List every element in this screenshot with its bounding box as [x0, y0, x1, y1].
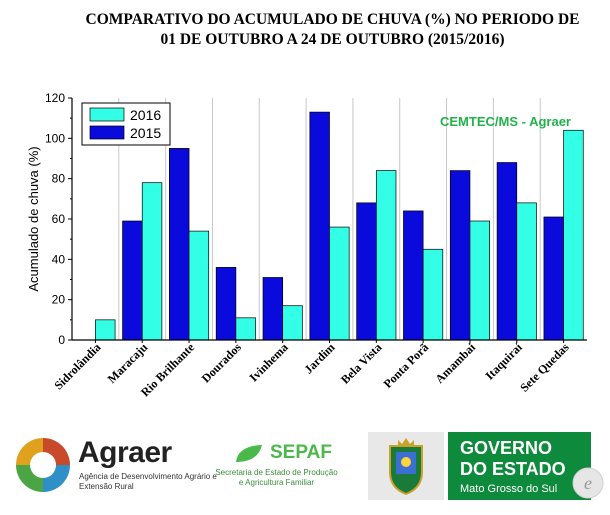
- bar-2016: [375, 170, 397, 341]
- bar-2016: [282, 305, 303, 341]
- chart-title-line-2: 01 DE OUTUBRO A 24 DE OUTUBRO (2015/2016…: [160, 31, 505, 48]
- svg-text:e: e: [584, 473, 592, 493]
- sepaf-leaf-icon: [236, 445, 262, 462]
- legend-label-2016: 2016: [130, 107, 161, 123]
- bar-2016: [469, 220, 490, 341]
- bar-2015: [403, 210, 424, 341]
- agraer-name: Agraer: [78, 436, 172, 469]
- watermark-e-icon: e: [572, 467, 604, 499]
- bar-2015: [215, 267, 237, 341]
- x-tick-label: Itaquiraí: [482, 340, 525, 383]
- bar-2016: [141, 182, 163, 341]
- x-tick-label: Bela Vista: [338, 340, 384, 386]
- agraer-subtitle: Agência de Desenvolvimento Agrário e Ext…: [79, 472, 217, 491]
- state-coat-of-arms-icon: [389, 438, 423, 496]
- y-axis-label: Acumulado de chuva (%): [26, 146, 41, 291]
- y-tick-label: 0: [58, 333, 65, 347]
- bar-2015: [122, 220, 143, 341]
- bar-2016: [422, 248, 444, 341]
- government-line-1: GOVERNO: [460, 438, 553, 458]
- bar-2016: [95, 319, 116, 341]
- government-logo: GOVERNO DO ESTADO Mato Grosso do Sul: [448, 432, 591, 500]
- sepaf-subtitle: Secretaria de Estado de Produção e Agric…: [215, 468, 338, 487]
- x-tick-label: Dourados: [199, 340, 244, 385]
- y-tick-label: 120: [45, 91, 65, 105]
- legend-swatch-2016: [89, 107, 125, 122]
- legend-swatch-2015: [89, 125, 125, 140]
- state-seal: [368, 432, 444, 500]
- y-tick-label: 80: [52, 172, 66, 186]
- bar-2015: [356, 202, 377, 341]
- bar-2016: [563, 129, 584, 341]
- government-line-2: DO ESTADO: [460, 459, 566, 479]
- legend-label-2015: 2015: [130, 125, 161, 141]
- chart-credit: CEMTEC/MS - Agraer: [440, 114, 571, 129]
- rainfall-bar-chart: 0 20 40 60 80 100 120 Acumulado de chuva (%) Sid…: [26, 91, 587, 399]
- sepaf-name: SEPAF: [270, 442, 332, 463]
- bar-2015: [543, 216, 564, 341]
- bar-2016: [188, 230, 210, 341]
- agraer-logo-icon: [16, 438, 70, 492]
- bar-2015: [449, 170, 471, 341]
- chart-title-line-1: COMPARATIVO DO ACUMULADO DE CHUVA (%) NO…: [85, 11, 580, 28]
- x-tick-label: Sidrolândia: [51, 340, 103, 392]
- y-tick-label: 100: [45, 131, 65, 145]
- bar-2016: [516, 202, 537, 341]
- x-tick-label: Sete Quedas: [517, 340, 572, 395]
- footer-logos: Agraer Agência de Desenvolvimento Agrári…: [0, 422, 610, 515]
- government-line-3: Mato Grosso do Sul: [460, 483, 558, 495]
- x-tick-label: Maracaju: [105, 340, 151, 386]
- bar-2016: [329, 226, 350, 341]
- x-tick-label: Ivinhema: [246, 340, 290, 384]
- bar-2015: [496, 162, 518, 341]
- y-tick-label: 20: [52, 293, 66, 307]
- x-tick-label: Jardim: [301, 340, 337, 376]
- x-tick-label: Amambai: [432, 340, 478, 386]
- y-tick-label: 40: [52, 252, 66, 266]
- bar-2016: [235, 317, 256, 341]
- bar-2015: [262, 277, 284, 341]
- bar-2015: [309, 111, 330, 341]
- bar-2015: [169, 148, 190, 341]
- x-tick-label: Ponta Porã: [381, 340, 432, 391]
- y-tick-label: 60: [52, 212, 66, 226]
